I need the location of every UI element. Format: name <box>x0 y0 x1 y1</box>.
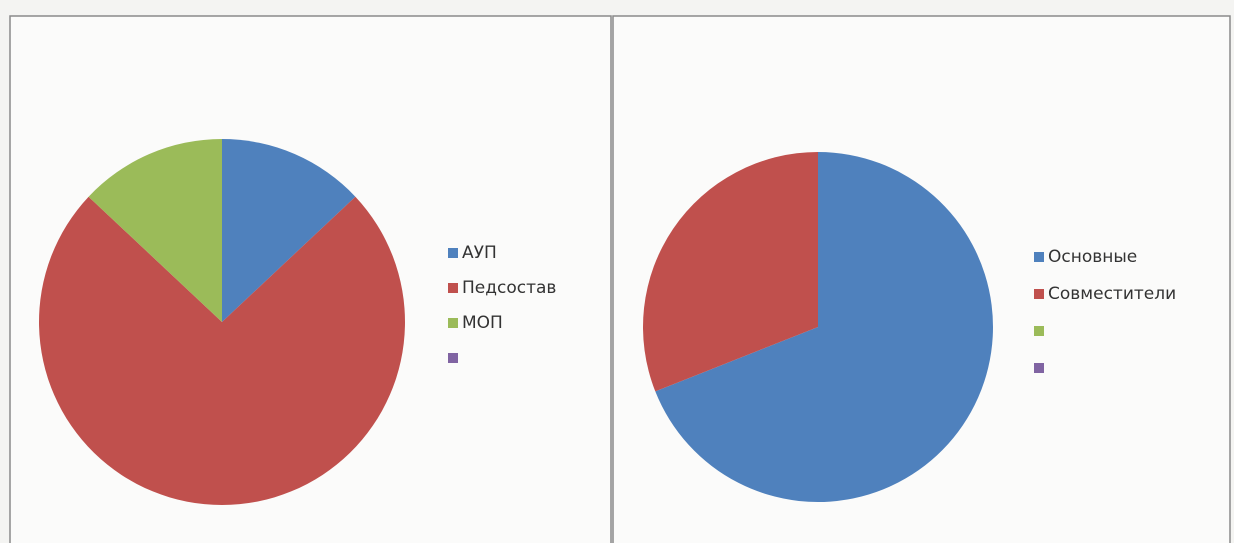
legend-swatch <box>1034 252 1044 262</box>
pie-slice <box>222 139 356 322</box>
legend-label: Педсостав <box>462 278 556 298</box>
pie-slice <box>655 152 993 502</box>
pie-slice <box>642 152 818 392</box>
legend-label: Совместители <box>1048 284 1176 304</box>
legend-swatch <box>448 283 458 293</box>
legend-swatch <box>1034 363 1044 373</box>
legend-label: АУП <box>462 243 497 263</box>
legend-label: Основные <box>1048 247 1137 267</box>
legend-swatch <box>1034 289 1044 299</box>
pie-slice <box>88 139 222 322</box>
pie-slice <box>38 196 405 505</box>
legend-swatch <box>448 248 458 258</box>
legend-swatch <box>1034 326 1044 336</box>
legend-swatch <box>448 318 458 328</box>
legend-label: МОП <box>462 313 503 333</box>
legend-swatch <box>448 353 458 363</box>
